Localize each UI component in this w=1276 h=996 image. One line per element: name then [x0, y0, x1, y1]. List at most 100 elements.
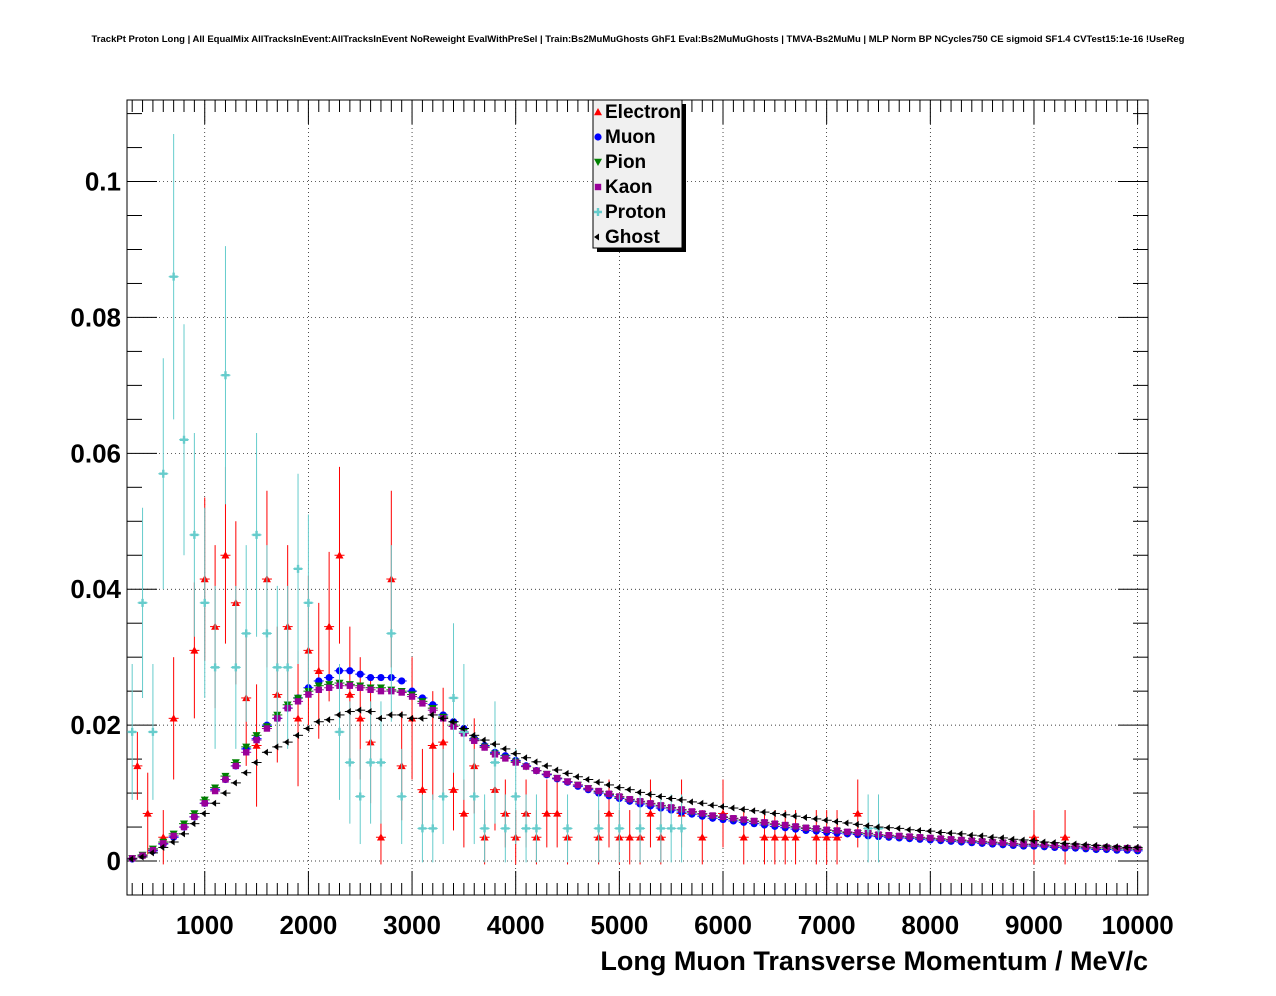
proton-point	[242, 629, 251, 638]
electron-point	[542, 809, 551, 817]
ghost-point	[252, 759, 258, 766]
ghost-point	[1040, 838, 1046, 846]
kaon-point	[844, 828, 851, 836]
kaon-point	[294, 698, 302, 705]
kaon-point	[180, 823, 188, 831]
ghost-point	[553, 766, 559, 774]
kaon-point	[626, 795, 633, 803]
muon-point	[356, 670, 364, 678]
ghost-point	[864, 822, 870, 830]
ghost-point	[128, 855, 134, 863]
pion-point	[252, 732, 261, 740]
electron-point	[760, 833, 769, 841]
legend: Electron Muon Pion Kaon Proton Ghost	[592, 99, 686, 252]
kaon-point	[771, 820, 779, 827]
kaon-point	[201, 800, 208, 807]
ghost-point	[884, 824, 890, 832]
legend-label-muon: Muon	[605, 127, 656, 148]
ghost-point	[190, 820, 196, 828]
series-ghost	[127, 706, 1143, 863]
muon-point	[398, 677, 406, 685]
ghost-point	[698, 799, 704, 807]
kaon-point	[1010, 840, 1017, 847]
ghost-point	[231, 779, 237, 787]
ghost-point	[1071, 840, 1077, 848]
proton-point	[180, 435, 189, 444]
legend-label-kaon: Kaon	[605, 177, 653, 198]
y-tick-label: 0.02	[70, 710, 121, 740]
ghost-point	[304, 725, 310, 733]
ghost-point	[242, 769, 248, 777]
legend-label-pion: Pion	[605, 152, 646, 173]
kaon-point	[222, 776, 229, 783]
electron-point	[376, 833, 385, 841]
muon-point	[366, 673, 375, 682]
legend-marker-kaon	[594, 183, 602, 191]
ghost-point	[998, 834, 1004, 842]
proton-point	[345, 758, 354, 767]
proton-point	[335, 727, 344, 736]
proton-point	[594, 824, 603, 833]
legend-marker-pion	[594, 158, 602, 166]
muon-point	[325, 673, 333, 682]
ghost-point	[874, 823, 880, 831]
ghost-point	[148, 849, 154, 857]
proton-point	[128, 727, 137, 736]
legend-marker-proton	[594, 208, 602, 216]
proton-point	[169, 272, 178, 281]
pion-point	[242, 743, 251, 751]
grid-lines	[127, 100, 1148, 895]
electron-point	[625, 833, 634, 841]
kaon-point	[937, 835, 944, 842]
kaon-point	[243, 749, 250, 756]
x-tick-label: 3000	[383, 910, 441, 940]
y-axis-tick-labels: 0 0.02 0.04 0.06 0.08 0.1	[70, 167, 121, 876]
data-points	[127, 133, 1143, 865]
ghost-point	[739, 805, 745, 813]
proton-point	[490, 758, 499, 767]
ghost-point	[646, 790, 652, 798]
electron-point	[791, 833, 800, 841]
series-kaon	[127, 682, 1143, 862]
ghost-point	[428, 711, 434, 719]
ghost-point	[501, 745, 507, 753]
ghost-point	[532, 758, 538, 766]
kaon-point	[802, 824, 810, 831]
electron-point	[356, 714, 365, 722]
ghost-point	[563, 769, 569, 777]
kaon-point	[315, 686, 322, 693]
electron-point	[553, 809, 562, 817]
electron-point	[335, 551, 344, 559]
electron-point	[853, 809, 862, 817]
kaon-point	[906, 833, 913, 840]
electron-point	[646, 809, 655, 817]
ghost-point	[542, 762, 548, 770]
electron-point	[739, 833, 748, 841]
ghost-point	[1009, 835, 1015, 843]
y-tick-label: 0.08	[70, 302, 121, 332]
kaon-point	[232, 762, 240, 770]
electron-point	[159, 833, 168, 841]
proton-point	[418, 824, 427, 833]
proton-point	[615, 824, 624, 833]
ghost-point	[708, 801, 714, 809]
ghost-point	[314, 718, 320, 726]
ghost-point	[439, 714, 445, 722]
kaon-point	[325, 684, 333, 691]
electron-point	[781, 833, 790, 841]
kaon-point	[595, 787, 602, 795]
ghost-point	[159, 843, 165, 851]
y-tick-label: 0.1	[85, 167, 121, 197]
kaon-point	[999, 839, 1007, 846]
proton-point	[387, 629, 396, 638]
kaon-point	[408, 693, 416, 700]
ghost-point	[1092, 841, 1098, 849]
ghost-point	[687, 798, 693, 806]
proton-point	[221, 371, 230, 380]
legend-items: Electron Muon Pion Kaon Proton Ghost	[594, 102, 681, 248]
proton-point	[294, 564, 303, 573]
x-tick-label: 6000	[694, 910, 752, 940]
electron-point	[812, 833, 821, 841]
muon-point	[377, 673, 385, 682]
y-tick-label: 0.06	[70, 438, 121, 468]
